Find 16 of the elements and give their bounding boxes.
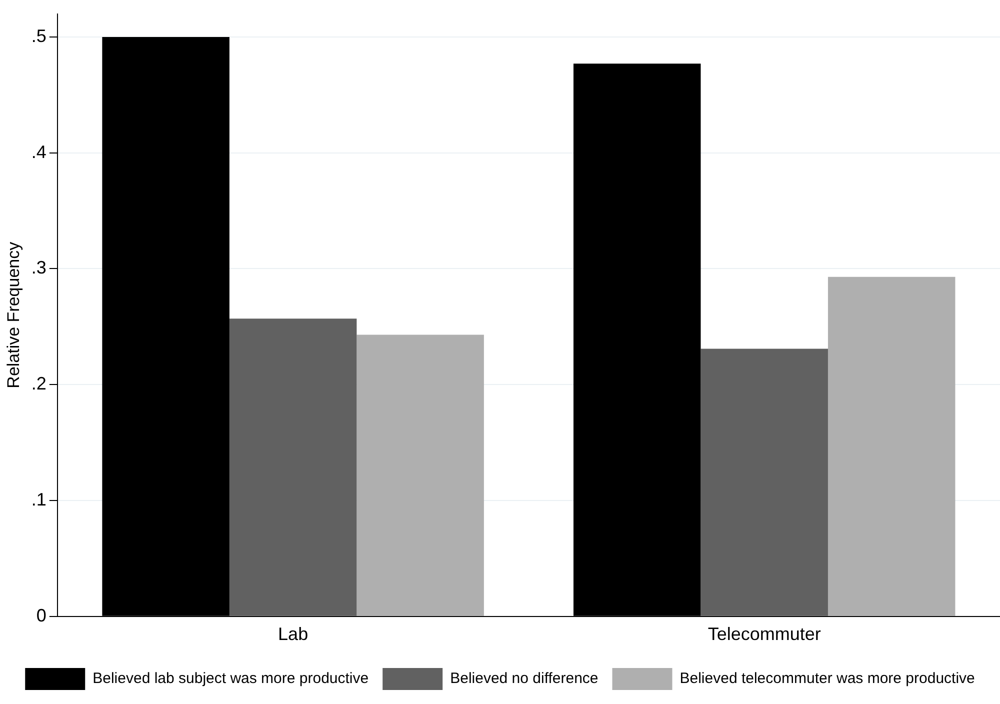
bar — [229, 318, 357, 616]
x-tick-label: Telecommuter — [708, 624, 821, 644]
bar — [828, 276, 956, 616]
y-tick-label: .3 — [31, 258, 46, 278]
y-tick-label: 0 — [36, 605, 46, 626]
y-tick-label: .1 — [31, 489, 46, 510]
legend-label: Believed no difference — [450, 670, 598, 688]
y-tick-label: .5 — [31, 26, 46, 46]
bar — [700, 348, 828, 616]
y-tick-label: .2 — [31, 374, 46, 394]
x-tick-label: Lab — [278, 624, 308, 644]
y-axis-title: Relative Frequency — [4, 241, 23, 388]
legend-label: Believed lab subject was more productive — [92, 670, 369, 688]
bar — [356, 334, 484, 616]
y-tick-label: .4 — [31, 142, 46, 162]
legend-label: Believed telecommuter was more productive — [680, 670, 975, 688]
